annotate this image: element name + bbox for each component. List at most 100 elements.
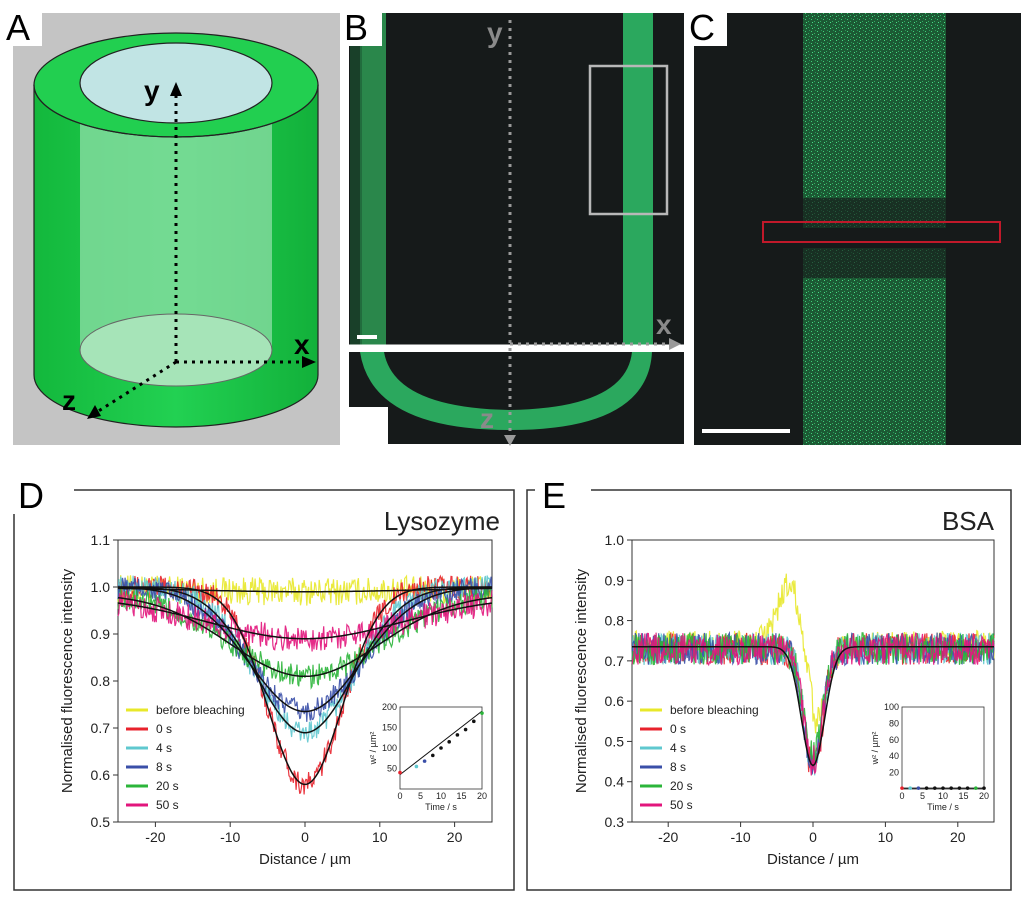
x-tick-label: -10 <box>220 829 240 845</box>
y-tick-label: 0.7 <box>605 653 625 669</box>
inset-x-tick-label: 20 <box>979 791 989 801</box>
channel-upper <box>803 13 946 198</box>
inset-x-tick-label: 20 <box>477 791 487 801</box>
x-tick-label: 20 <box>950 829 966 845</box>
legend-label: 8 s <box>670 760 686 774</box>
inset-point <box>480 711 484 715</box>
x-tick-label: 10 <box>878 829 894 845</box>
x-tick-label: 20 <box>447 829 463 845</box>
fit-curve <box>118 586 492 734</box>
scale-bar-b <box>357 335 377 339</box>
x-tick-label: 10 <box>372 829 388 845</box>
legend-label: 0 s <box>670 722 686 736</box>
panel-e: E BSA -20 -10 0 10 20 0.3 0.4 0.5 0.6 0.7 0.8 0.9 1.… <box>526 470 1012 891</box>
panel-b-x-arrow <box>669 338 681 350</box>
panel-a: y x z A <box>2 4 340 445</box>
inset-x-tick-label: 10 <box>436 791 446 801</box>
channel-bleached-fade-bottom <box>803 248 946 278</box>
fit-curve <box>118 587 492 593</box>
x-tick-label: -10 <box>730 829 750 845</box>
y-tick-label: 0.3 <box>605 814 625 830</box>
x-tick-label: -20 <box>658 829 678 845</box>
fit-curve <box>118 586 492 786</box>
left-wall-fluorescence <box>360 13 386 346</box>
inset-point <box>974 786 978 790</box>
inset-y-tick-label: 80 <box>889 718 899 728</box>
panel-d: D Lysozyme -20 -10 0 10 20 0.5 0.6 0.7 0.8 0.9 1.0… <box>8 470 515 891</box>
inset-x-label: Time / s <box>425 802 457 812</box>
tube-core-bottom <box>79 313 273 387</box>
y-tick-label: 0.5 <box>605 733 625 749</box>
legend-label: 20 s <box>670 779 693 793</box>
z-axis-arrow <box>87 405 101 419</box>
inset-point <box>439 746 443 750</box>
series-line-50-s <box>117 590 493 652</box>
panel-a-label: A <box>6 7 30 48</box>
panel-e-label: E <box>542 475 566 516</box>
bleach-region-rectangle <box>762 221 1001 243</box>
panel-b-y-label: y <box>487 17 503 48</box>
panel-b-z-arrow <box>504 435 516 446</box>
inset-point <box>941 786 945 790</box>
inset-point <box>982 786 986 790</box>
legend-label: 50 s <box>156 798 179 812</box>
inset-y-tick-label: 100 <box>884 702 899 712</box>
y-axis-label: Normalised fluorescence intensity <box>573 568 590 793</box>
y-tick-label: 1.0 <box>91 579 111 595</box>
inset-y-tick-label: 60 <box>889 735 899 745</box>
legend-label: 20 s <box>156 779 179 793</box>
inset-fit-line <box>399 710 483 776</box>
fit-curve <box>118 586 492 713</box>
legend-label: 50 s <box>670 798 693 812</box>
x-tick-label: 0 <box>301 829 309 845</box>
panel-d-frame <box>13 489 515 891</box>
plot-e: -20 -10 0 10 20 0.3 0.4 0.5 0.6 0.7 0.8 0.9 1.0 Dista… <box>573 532 995 868</box>
left-wall-outer <box>350 13 362 346</box>
y-tick-label: 0.8 <box>605 613 625 629</box>
inset-point <box>924 786 929 790</box>
channel-bleached-fade-top <box>803 198 946 228</box>
inset-x-tick-label: 15 <box>958 791 968 801</box>
inset-y-label: w² / µm² <box>870 732 880 766</box>
panel-e-label-bg <box>535 470 591 514</box>
y-tick-label: 0.4 <box>605 774 625 790</box>
y-tick-label: 0.7 <box>91 720 111 736</box>
inset-point <box>949 786 953 790</box>
panel-a-x-label: x <box>294 329 310 360</box>
legend-label: 4 s <box>670 741 686 755</box>
panel-e-frame <box>526 489 1012 891</box>
inset-point <box>455 733 460 737</box>
inset-point <box>965 786 970 790</box>
inset-y-tick-label: 100 <box>382 743 397 753</box>
cross-section-arc <box>360 352 652 430</box>
inset-y-tick-label: 50 <box>387 764 397 774</box>
y-tick-label: 0.6 <box>91 767 111 783</box>
inset-point <box>422 759 427 763</box>
inset-point <box>900 786 904 790</box>
right-wall-fluorescence <box>623 13 653 346</box>
inset-point <box>398 770 402 775</box>
inset-y-tick-label: 40 <box>889 751 899 761</box>
tube-core <box>80 85 272 386</box>
legend-label: 4 s <box>156 741 172 755</box>
inset-y-tick-label: 150 <box>382 723 397 733</box>
y-tick-label: 0.9 <box>605 572 625 588</box>
inset-point <box>916 786 921 790</box>
inset-point <box>933 786 937 790</box>
inset-x-tick-label: 0 <box>397 791 402 801</box>
inset-y-label: w² / µm² <box>368 732 378 766</box>
inset-x-tick-label: 5 <box>920 791 925 801</box>
inset-point <box>447 740 452 744</box>
legend-label: 0 s <box>156 722 172 736</box>
legend-label: 8 s <box>156 760 172 774</box>
panel-e-title: BSA <box>942 506 995 536</box>
panel-b-x-label: x <box>656 309 672 340</box>
panel-c-label: C <box>689 7 715 48</box>
inset-point <box>414 764 419 769</box>
fit-curve <box>632 646 994 767</box>
x-axis-label: Distance / µm <box>767 851 859 868</box>
inset-point <box>957 786 962 790</box>
panel-d-title: Lysozyme <box>384 506 500 536</box>
series-line-8-s <box>117 576 493 722</box>
